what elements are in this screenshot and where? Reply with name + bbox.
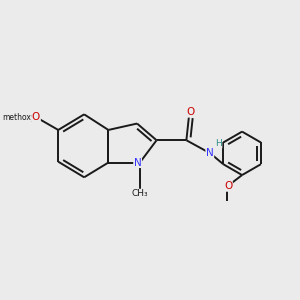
Text: O: O	[32, 112, 40, 122]
Text: H: H	[215, 139, 222, 148]
Text: methoxy: methoxy	[2, 112, 35, 122]
Text: CH₃: CH₃	[132, 189, 148, 198]
Text: N: N	[134, 158, 142, 167]
Text: O: O	[32, 112, 40, 122]
Text: O: O	[224, 181, 232, 191]
Text: O: O	[186, 107, 195, 117]
Text: N: N	[206, 148, 214, 158]
